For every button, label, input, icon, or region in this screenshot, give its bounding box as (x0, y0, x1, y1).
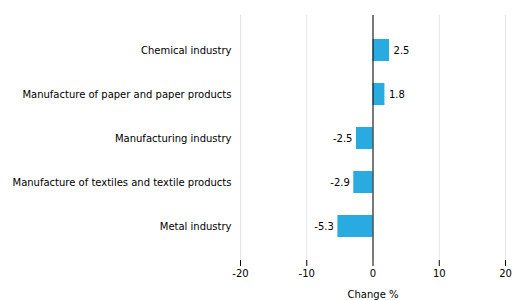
svg-text:Manufacturing industry: Manufacturing industry (115, 133, 232, 144)
svg-text:-2.9: -2.9 (330, 177, 350, 188)
svg-text:-20: -20 (232, 268, 248, 279)
svg-text:Metal industry: Metal industry (160, 221, 232, 232)
svg-text:0: 0 (370, 268, 376, 279)
svg-text:-5.3: -5.3 (314, 221, 334, 232)
svg-text:20: 20 (499, 268, 512, 279)
svg-text:Change %: Change % (348, 289, 399, 300)
svg-text:Chemical industry: Chemical industry (141, 45, 232, 56)
svg-text:Manufacture of textiles and te: Manufacture of textiles and textile prod… (13, 177, 232, 188)
svg-text:1.8: 1.8 (389, 89, 405, 100)
svg-text:-10: -10 (299, 268, 315, 279)
svg-text:2.5: 2.5 (394, 45, 410, 56)
svg-text:10: 10 (433, 268, 446, 279)
svg-text:Manufacture of paper and paper: Manufacture of paper and paper products (22, 89, 231, 100)
svg-text:-2.5: -2.5 (333, 133, 353, 144)
